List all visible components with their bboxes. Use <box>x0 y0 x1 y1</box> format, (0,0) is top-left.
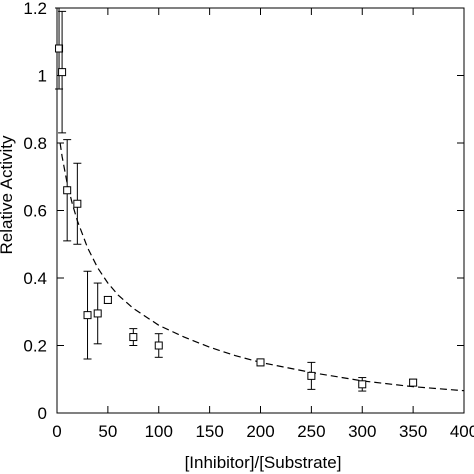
x-tick-label: 250 <box>297 422 325 441</box>
y-tick-label: 0.6 <box>23 202 47 221</box>
square-marker <box>307 371 316 380</box>
data-point <box>154 333 163 358</box>
data-point <box>358 377 367 392</box>
data-point <box>58 10 67 134</box>
y-tick-label: 0 <box>38 404 47 423</box>
x-tick-label: 50 <box>98 422 117 441</box>
square-marker <box>129 333 138 342</box>
x-tick-label: 150 <box>195 422 223 441</box>
y-tick-label: 0.4 <box>23 269 47 288</box>
x-tick-label: 200 <box>246 422 274 441</box>
x-tick-label: 0 <box>52 422 61 441</box>
y-tick-label: 1.2 <box>23 0 47 18</box>
plot-frame <box>56 7 465 414</box>
square-marker <box>63 186 72 195</box>
y-axis-ticks: 0 0.2 0.4 0.6 0.8 1 1.2 <box>23 0 464 423</box>
x-axis-label: [Inhibitor]/[Substrate] <box>185 453 342 472</box>
square-marker <box>55 44 64 53</box>
x-tick-label: 100 <box>145 422 173 441</box>
x-tick-label: 350 <box>399 422 427 441</box>
square-marker <box>154 341 163 350</box>
fit-curve-group <box>59 142 465 392</box>
square-marker <box>83 311 92 320</box>
fit-curve <box>59 142 465 392</box>
y-tick-label: 0.8 <box>23 134 47 153</box>
square-marker <box>409 378 418 387</box>
y-tick-label: 1 <box>38 67 47 86</box>
data-point <box>83 270 92 360</box>
y-axis-label: Relative Activity <box>0 135 16 255</box>
data-point <box>63 139 72 242</box>
plot-axes <box>56 7 465 414</box>
x-tick-label: 400 <box>450 422 474 441</box>
square-marker <box>93 309 102 318</box>
x-tick-label: 300 <box>348 422 376 441</box>
x-axis-ticks: 0 50 100 150 200 250 300 350 400 <box>52 8 474 441</box>
data-point <box>93 282 102 345</box>
square-marker <box>256 358 265 367</box>
square-marker <box>358 380 367 389</box>
data-points-group <box>55 7 418 392</box>
data-point <box>409 378 418 387</box>
data-point <box>73 162 82 245</box>
square-marker <box>103 295 112 304</box>
data-point <box>129 328 138 346</box>
square-marker <box>73 199 82 208</box>
square-marker <box>58 68 67 77</box>
y-tick-label: 0.2 <box>23 337 47 356</box>
data-point <box>103 295 112 304</box>
data-point <box>256 358 265 367</box>
data-point <box>307 361 316 390</box>
